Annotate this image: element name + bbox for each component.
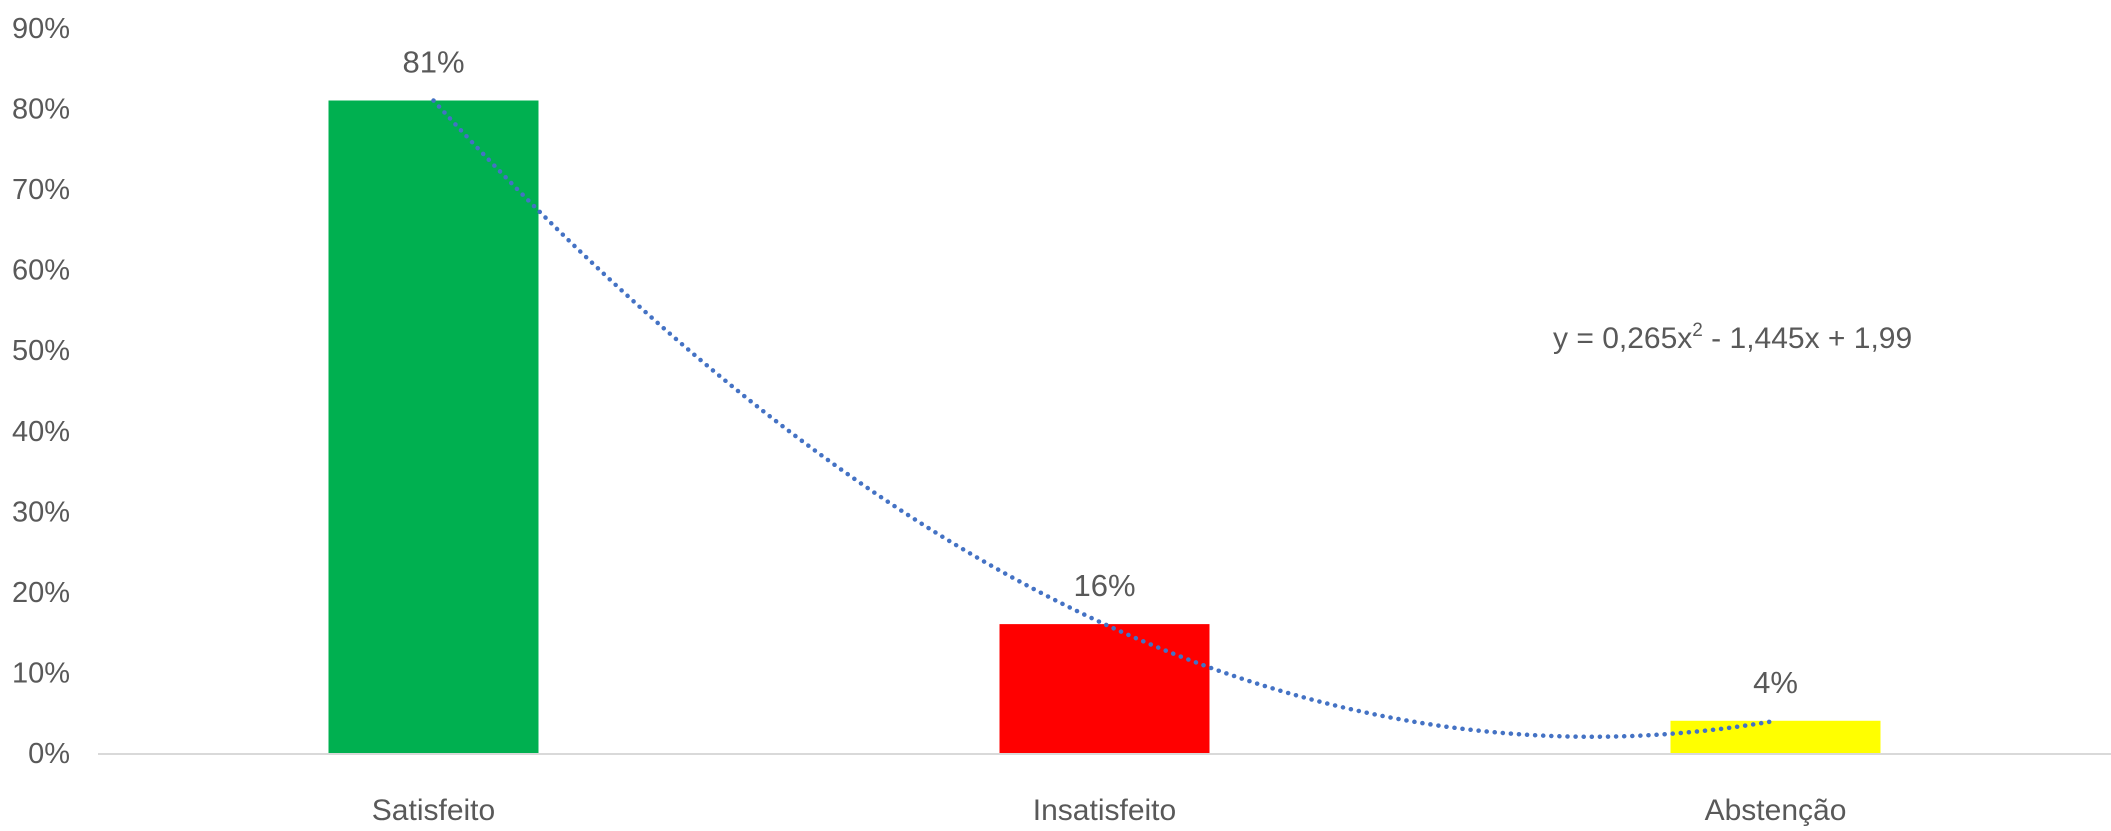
data-label: 16% [1073, 568, 1135, 603]
y-tick-label: 70% [12, 174, 70, 206]
bar [999, 624, 1210, 753]
trendline-equation-exponent: 2 [1692, 320, 1703, 341]
y-tick-label: 60% [12, 255, 70, 287]
bars [328, 100, 1881, 753]
y-axis-ticks: 0% 10% 20% 30% 40% 50% 60% 70% 80% 90% [12, 13, 70, 770]
trendline [431, 98, 1778, 739]
y-tick-label: 80% [12, 94, 70, 126]
data-label: 81% [402, 45, 464, 80]
bar [328, 100, 539, 753]
y-tick-label: 20% [12, 577, 70, 609]
y-tick-label: 10% [12, 657, 70, 689]
bar [1670, 720, 1881, 753]
y-tick-label: 40% [12, 416, 70, 448]
category-label: Satisfeito [372, 794, 495, 827]
trendline-equation: y = 0,265x2 - 1,445x + 1,99 [1553, 320, 1912, 355]
y-tick-label: 90% [12, 13, 70, 45]
y-tick-label: 50% [12, 335, 70, 367]
trendline-equation-main: y = 0,265x [1553, 322, 1692, 355]
y-tick-label: 0% [28, 738, 70, 770]
y-tick-label: 30% [12, 496, 70, 528]
category-labels: Satisfeito Insatisfeito Abstenção [372, 794, 1847, 827]
category-label: Insatisfeito [1033, 794, 1176, 827]
data-labels: 81% 16% 4% [402, 45, 1797, 700]
trendline-equation-rest: - 1,445x + 1,99 [1703, 322, 1912, 355]
category-label: Abstenção [1705, 794, 1847, 827]
data-label: 4% [1753, 665, 1798, 700]
